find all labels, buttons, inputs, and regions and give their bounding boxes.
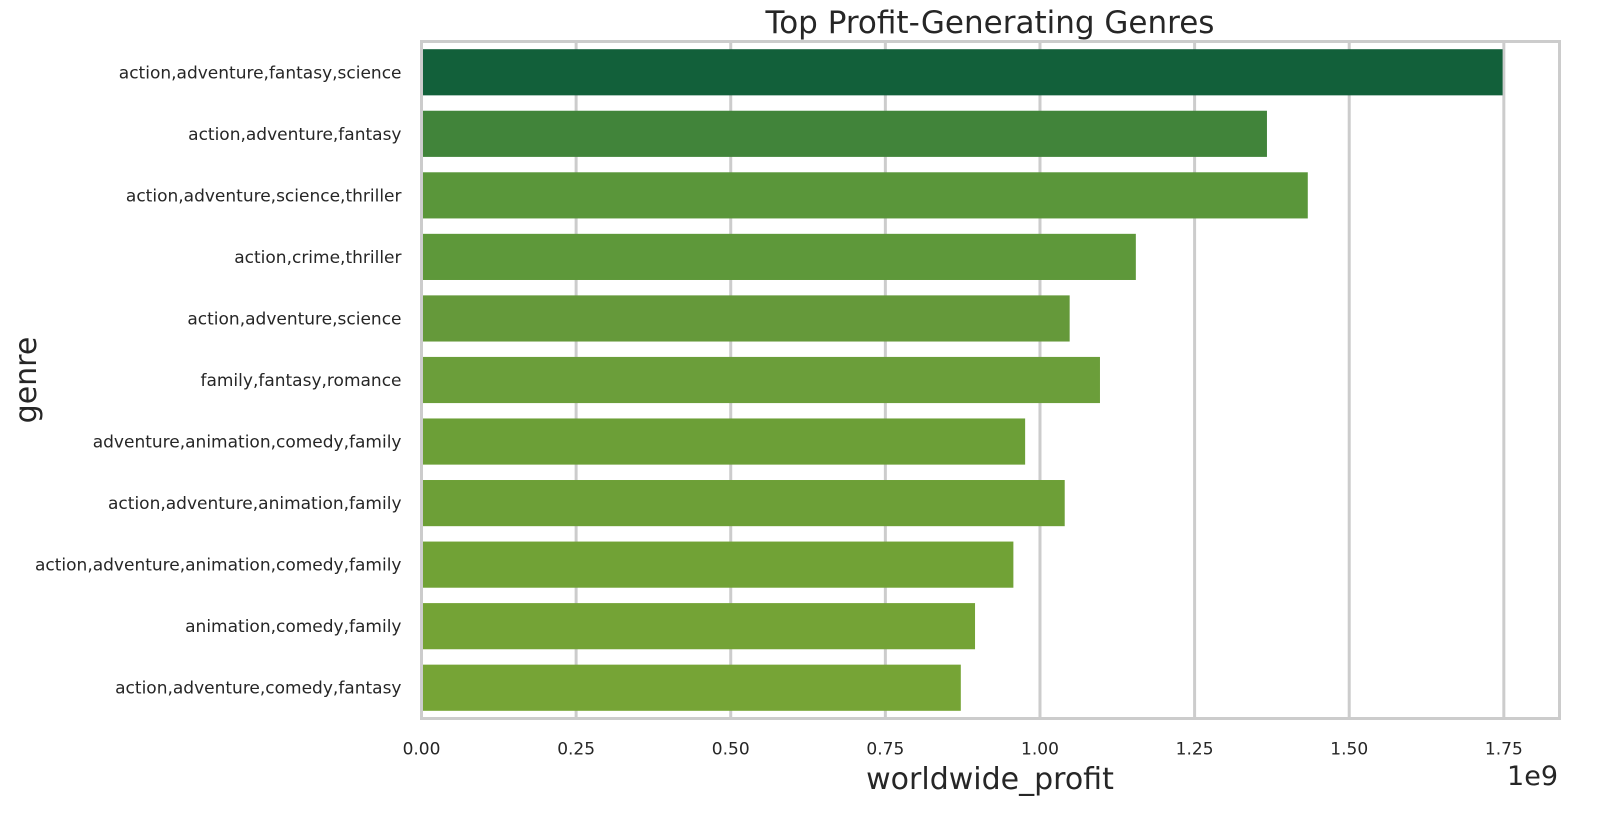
x-axis-offset-label: 1e9: [1507, 761, 1558, 792]
plot-frame: [420, 40, 1561, 720]
y-tick-label: action,adventure,fantasy,science: [119, 63, 402, 83]
bar: [421, 418, 1026, 465]
y-tick-label: action,adventure,science,thriller: [126, 186, 402, 206]
bar: [421, 664, 961, 711]
bar: [421, 110, 1267, 157]
x-tick-label: 0.50: [712, 740, 750, 760]
y-tick-label: action,adventure,animation,comedy,family: [35, 556, 402, 576]
y-axis-label: genre: [9, 337, 44, 424]
y-tick-labels: action,adventure,fantasy,science action,a…: [35, 63, 402, 698]
y-tick-label: action,adventure,fantasy: [188, 125, 401, 145]
bar: [421, 233, 1136, 280]
y-tick-label: adventure,animation,comedy,family: [93, 433, 402, 453]
x-tick-label: 1.00: [1021, 740, 1059, 760]
bar: [421, 172, 1308, 219]
x-axis-label: worldwide_profit: [866, 762, 1114, 797]
y-tick-label: action,adventure,comedy,fantasy: [115, 679, 401, 699]
x-tick-label: 1.75: [1485, 740, 1523, 760]
y-tick-label: family,fantasy,romance: [200, 371, 401, 391]
x-tick-label: 0.00: [403, 740, 441, 760]
y-tick-label: animation,comedy,family: [185, 617, 401, 637]
bar: [421, 49, 1503, 96]
x-tick-label: 0.25: [557, 740, 595, 760]
y-tick-label: action,adventure,animation,family: [108, 494, 401, 514]
y-tick-label: action,crime,thriller: [234, 248, 401, 268]
x-tick-label: 1.25: [1176, 740, 1214, 760]
bars: [421, 49, 1503, 711]
x-tick-label: 1.50: [1330, 740, 1368, 760]
y-tick-label: action,adventure,science: [187, 309, 401, 329]
chart-title: Top Profit-Generating Genres: [765, 5, 1215, 41]
bar: [421, 541, 1014, 588]
bar: [421, 295, 1070, 342]
x-tick-label: 0.75: [866, 740, 904, 760]
bar: [421, 356, 1100, 404]
bar: [421, 603, 976, 650]
x-tick-labels: 0.00 0.25 0.50 0.75 1.00 1.25 1.50 1.75: [403, 740, 1523, 760]
bar: [421, 480, 1065, 527]
